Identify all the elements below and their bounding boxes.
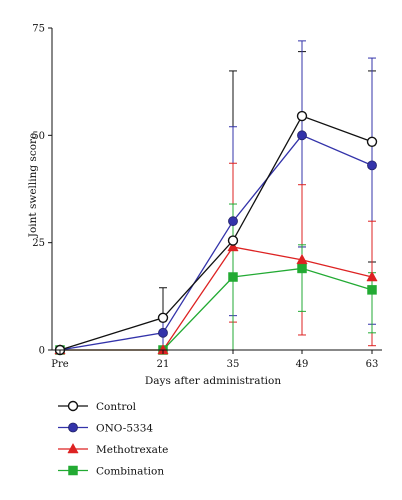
legend-marker [68, 465, 78, 476]
data-point [297, 263, 307, 274]
data-point [367, 160, 377, 171]
x-tick-label: 63 [366, 359, 379, 370]
data-point [158, 327, 168, 338]
data-point [228, 272, 238, 282]
data-point [296, 253, 308, 265]
data-point [366, 136, 378, 147]
data-point [366, 270, 378, 282]
data-point [227, 235, 239, 246]
legend-label: Combination [96, 466, 164, 478]
y-tick-label: 25 [32, 238, 45, 249]
plot-area [54, 40, 378, 356]
data-point [157, 312, 169, 323]
y-axis-label: Joint swelling score [27, 133, 39, 239]
data-point [228, 216, 238, 227]
series-line-ono-5334 [59, 134, 373, 351]
legend-marker [67, 400, 79, 412]
data-point [367, 285, 377, 295]
series-line-combination [60, 267, 373, 351]
data-point [227, 240, 239, 252]
legend-marker [67, 442, 79, 454]
series-line-methotrexate [60, 246, 373, 351]
x-tick-label: 21 [157, 359, 170, 370]
y-tick-label: 0 [39, 346, 45, 357]
legend-marker [68, 422, 78, 433]
y-tick-label: 50 [32, 131, 45, 142]
legend-label: Methotrexate [96, 444, 168, 456]
x-tick-label: 49 [296, 359, 309, 370]
legend: Control ONO-5334 Methotrexate Combination [58, 400, 168, 478]
series-line-control [59, 115, 373, 351]
x-axis-label: Days after administration [145, 375, 281, 387]
legend-label: ONO-5334 [96, 423, 153, 435]
data-point [297, 130, 307, 141]
y-tick-label: 75 [32, 24, 45, 35]
data-point [296, 110, 308, 122]
x-tick-label: 35 [227, 359, 240, 370]
axes: 0 25 50 75 Pre 21 35 49 63 [32, 24, 382, 370]
legend-label: Control [96, 401, 137, 413]
x-tick-label: Pre [51, 359, 69, 370]
